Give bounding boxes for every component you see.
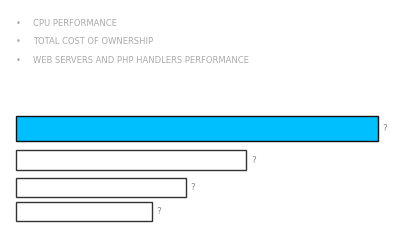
Text: •: • [16,37,21,47]
Text: ?: ? [251,155,256,165]
Text: ?: ? [156,207,161,216]
Bar [16,178,186,197]
Bar [16,150,246,170]
Text: ?: ? [383,124,387,133]
Text: WEB SERVERS AND PHP HANDLERS PERFORMANCE: WEB SERVERS AND PHP HANDLERS PERFORMANCE [33,56,249,65]
Text: •: • [16,56,21,65]
Text: CPU PERFORMANCE: CPU PERFORMANCE [33,19,117,28]
Bar [16,116,378,141]
Text: ?: ? [191,183,196,192]
Bar [16,202,152,221]
Text: TOTAL COST OF OWNERSHIP: TOTAL COST OF OWNERSHIP [33,37,153,47]
Text: •: • [16,19,21,28]
